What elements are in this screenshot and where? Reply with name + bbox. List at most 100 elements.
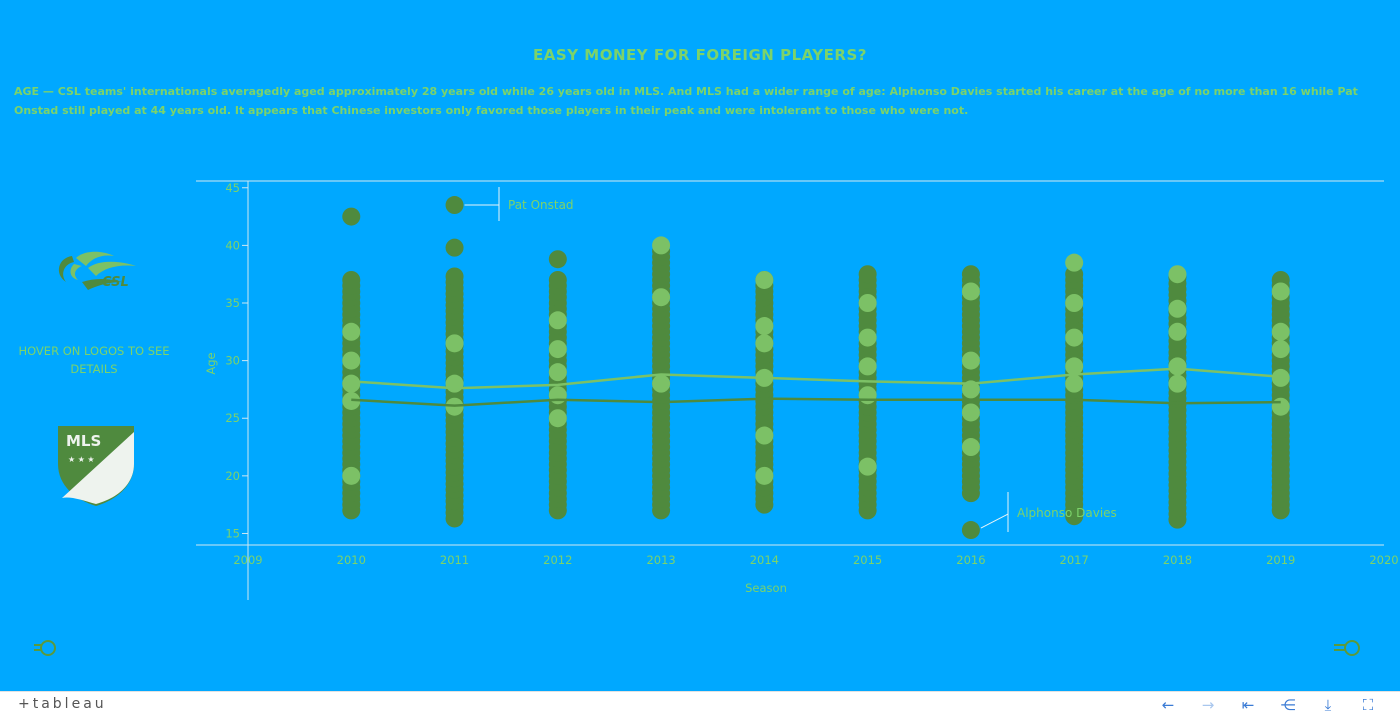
mls-point: [961, 265, 980, 284]
csl-point: [548, 340, 567, 359]
soccer-ball-left-icon: [32, 638, 62, 662]
download-icon[interactable]: ⤓: [1324, 696, 1332, 714]
csl-point: [858, 457, 877, 476]
csl-point: [961, 403, 980, 422]
x-tick-label: 2010: [337, 553, 366, 567]
csl-point: [858, 294, 877, 312]
y-tick-label: 15: [225, 526, 240, 540]
x-tick-label: 2011: [440, 553, 469, 567]
csl-point: [961, 438, 980, 457]
redo-icon[interactable]: →: [1201, 696, 1215, 714]
y-tick-label: 30: [225, 354, 240, 368]
tableau-toolbar: +tableau ← → ⇤ ⋲ ⤓ ⛶: [0, 691, 1400, 718]
csl-point: [548, 363, 567, 382]
annotation-pat-onstad: Pat Onstad: [508, 198, 574, 212]
csl-point: [445, 374, 464, 393]
hover-note: HOVER ON LOGOS TO SEE DETAILS: [18, 344, 170, 376]
csl-point: [1168, 299, 1187, 318]
csl-point: [652, 236, 671, 255]
page-title: EASY MONEY FOR FOREIGN PLAYERS?: [533, 46, 867, 64]
x-tick-label: 2017: [1060, 553, 1089, 567]
mls-outlier-point: [548, 250, 567, 269]
x-tick-label: 2014: [750, 553, 779, 567]
csl-logo-graphic: CSL: [58, 251, 136, 290]
age-scatter-chart: 15 20 25 30 35 40 45 2009 2010 2011 2012 2013 2014 20…: [196, 180, 1399, 600]
x-tick-label: 2019: [1266, 553, 1295, 567]
share-icon[interactable]: ⋲: [1280, 696, 1296, 714]
annotation-leader: [980, 513, 1009, 529]
y-tick-label: 35: [225, 296, 240, 310]
mls-point: [342, 270, 361, 289]
mls-outlier-point: [961, 521, 980, 540]
csl-logo-text: CSL: [102, 275, 129, 290]
csl-point: [755, 426, 774, 445]
mls-outlier-point: [342, 207, 361, 226]
csl-point: [858, 357, 877, 376]
csl-point: [1065, 357, 1084, 376]
y-tick-label: 45: [225, 181, 240, 195]
csl-point: [342, 466, 361, 485]
csl-point: [1271, 282, 1290, 301]
csl-point: [548, 409, 567, 428]
csl-point: [548, 386, 567, 405]
mls-outlier-point: [445, 196, 464, 215]
mls-point: [548, 270, 567, 289]
csl-point: [445, 334, 464, 353]
mls-logo-graphic: MLS ★ ★ ★: [58, 426, 134, 506]
csl-point: [858, 386, 877, 405]
csl-point: [1271, 322, 1290, 341]
csl-point: [1065, 294, 1084, 312]
x-tick-label: 2015: [853, 553, 882, 567]
x-tick-label: 2018: [1163, 553, 1192, 567]
revert-icon[interactable]: ⇤: [1241, 696, 1255, 714]
x-tick-label: 2020: [1369, 553, 1398, 567]
csl-point: [1271, 340, 1290, 359]
y-tick-label: 20: [225, 469, 240, 483]
mls-point: [858, 265, 877, 284]
csl-point: [342, 351, 361, 370]
csl-point: [1168, 322, 1187, 341]
csl-point: [548, 311, 567, 330]
csl-point: [652, 288, 671, 307]
csl-point: [1271, 397, 1290, 416]
csl-average-line: [351, 367, 1281, 390]
csl-point: [858, 328, 877, 347]
csl-point: [961, 282, 980, 301]
y-axis-label: Age: [204, 352, 218, 374]
csl-point: [1168, 357, 1187, 376]
y-tick-label: 40: [225, 238, 240, 252]
csl-point: [755, 466, 774, 485]
csl-point: [342, 374, 361, 393]
y-tick-label: 25: [225, 411, 240, 425]
tableau-brand-text: +tableau: [18, 696, 107, 712]
csl-point: [961, 351, 980, 370]
mls-logo-text: MLS: [66, 432, 101, 450]
dashboard-canvas: [0, 0, 1400, 691]
csl-logo[interactable]: CSL: [52, 248, 142, 294]
mls-logo[interactable]: MLS ★ ★ ★: [54, 424, 138, 508]
x-axis-label: Season: [745, 581, 787, 595]
csl-point: [342, 322, 361, 341]
csl-point: [755, 334, 774, 353]
annotation-alphonso-davies: Alphonso Davies: [1017, 506, 1117, 520]
svg-text:★ ★ ★: ★ ★ ★: [68, 455, 95, 464]
page-description: AGE — CSL teams' internationals averaged…: [14, 85, 1358, 117]
csl-point: [1065, 328, 1084, 347]
csl-point: [755, 317, 774, 336]
x-tick-label: 2013: [646, 553, 675, 567]
mls-point: [445, 267, 464, 286]
csl-point: [1065, 374, 1084, 393]
undo-icon[interactable]: ←: [1161, 696, 1175, 714]
csl-point: [1271, 368, 1290, 387]
tableau-logo[interactable]: +tableau: [18, 696, 107, 712]
soccer-ball-right-icon: [1332, 638, 1362, 662]
csl-point: [1168, 374, 1187, 393]
csl-point: [755, 270, 774, 289]
csl-point: [961, 380, 980, 399]
csl-point: [1065, 253, 1084, 272]
x-tick-label: 2016: [956, 553, 985, 567]
x-tick-label: 2009: [233, 553, 262, 567]
csl-point: [652, 374, 671, 393]
x-tick-label: 2012: [543, 553, 572, 567]
fullscreen-icon[interactable]: ⛶: [1362, 696, 1374, 714]
